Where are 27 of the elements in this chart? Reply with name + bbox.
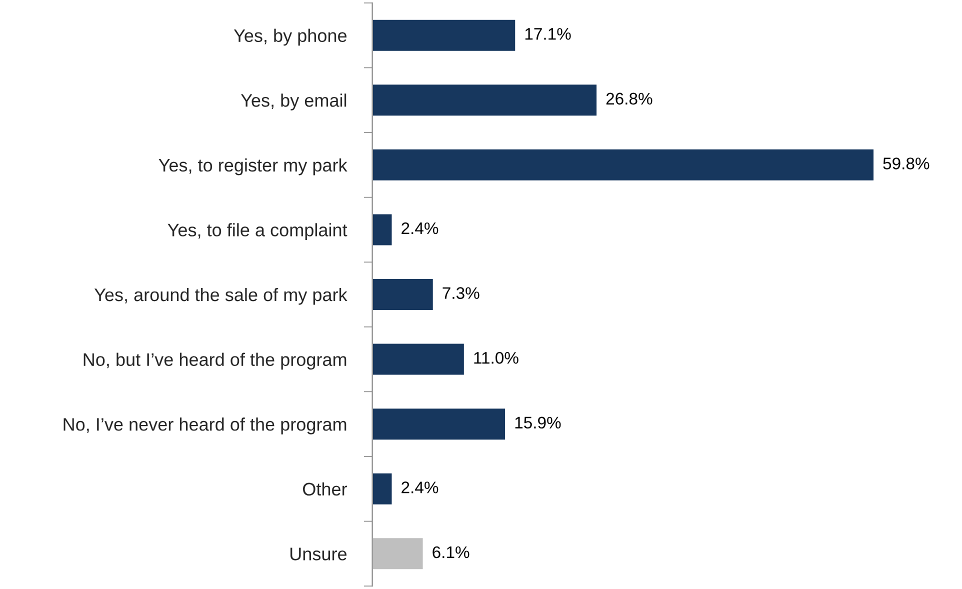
y-tick-label: Unsure [290, 548, 346, 560]
bar [372, 18, 517, 52]
bar [372, 342, 466, 376]
bar [372, 407, 506, 441]
bar [372, 472, 394, 506]
bar [372, 278, 434, 312]
data-label: 15.9% [515, 416, 561, 429]
data-label: 2.4% [402, 482, 438, 494]
data-label: 11.0% [474, 352, 518, 364]
y-tick-label: Yes, to file a complaint [168, 223, 348, 240]
y-tick-label: Yes, by phone [234, 28, 346, 46]
y-tick-label: No, but I’ve heard of the program [84, 352, 346, 370]
y-tick-label: Yes, around the sale of my park [94, 288, 348, 305]
bar [372, 83, 598, 118]
bar [372, 536, 424, 571]
data-label: 6.1% [432, 546, 470, 558]
data-label: 59.8% [883, 158, 930, 170]
bar [372, 212, 394, 247]
y-tick-label: Other [302, 482, 347, 496]
data-label: 2.4% [402, 222, 438, 234]
y-tick-label: Yes, by email [240, 94, 346, 110]
data-label: 26.8% [606, 92, 652, 105]
y-tick-label: Yes, to register my park [158, 158, 348, 176]
data-label: 7.3% [442, 287, 480, 299]
data-label: 17.1% [525, 28, 571, 40]
y-tick-label: No, I’ve never heard of the program [64, 418, 346, 434]
bar [372, 148, 875, 182]
